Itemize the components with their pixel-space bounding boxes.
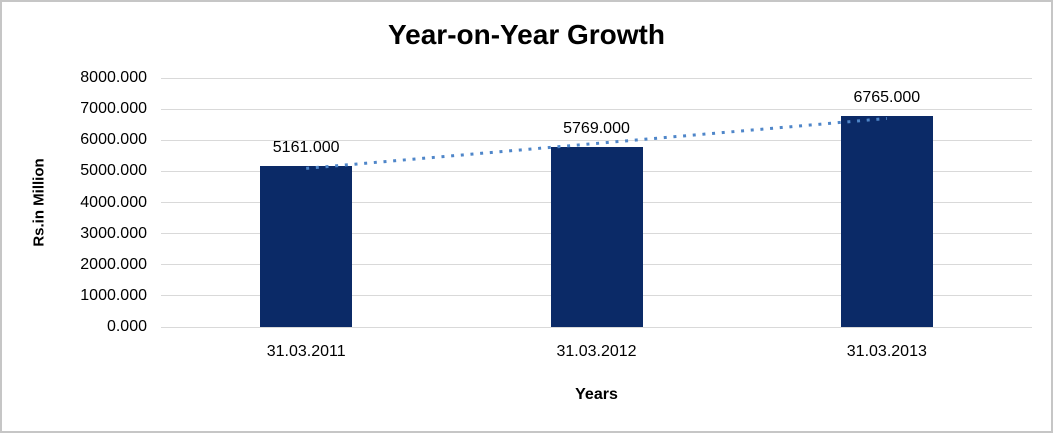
y-tick-label: 8000.000 [80, 69, 147, 86]
bar [550, 147, 643, 327]
y-tick-label: 5000.000 [80, 162, 147, 180]
bar [260, 166, 353, 327]
y-tick-label: 1000.000 [80, 286, 147, 304]
y-tick-label: 7000.000 [80, 100, 147, 118]
bar-value-label: 5161.000 [272, 139, 340, 157]
y-tick-label: 3000.000 [80, 224, 147, 242]
bar-value-label: 6765.000 [853, 89, 921, 107]
y-tick-label: 6000.000 [80, 131, 147, 149]
plot-area [161, 77, 1032, 328]
x-tick-label: 31.03.2012 [556, 343, 637, 360]
gridline [161, 77, 1032, 79]
y-tick-label: 4000.000 [80, 193, 147, 211]
y-tick-label: 0.000 [106, 318, 147, 335]
y-tick-label: 2000.000 [80, 255, 147, 273]
bar-value-label: 5769.000 [563, 120, 630, 138]
bar [840, 116, 933, 327]
gridline [161, 108, 1032, 110]
gridline [161, 326, 1032, 328]
trendline-line [306, 116, 887, 170]
x-axis-title: Years [575, 386, 618, 403]
gridline [161, 139, 1032, 141]
x-tick-label: 31.03.2013 [846, 343, 927, 360]
trendline [306, 116, 887, 170]
x-tick-label: 31.03.2011 [266, 343, 346, 360]
chart-title: Year-on-Year Growth [388, 19, 665, 50]
